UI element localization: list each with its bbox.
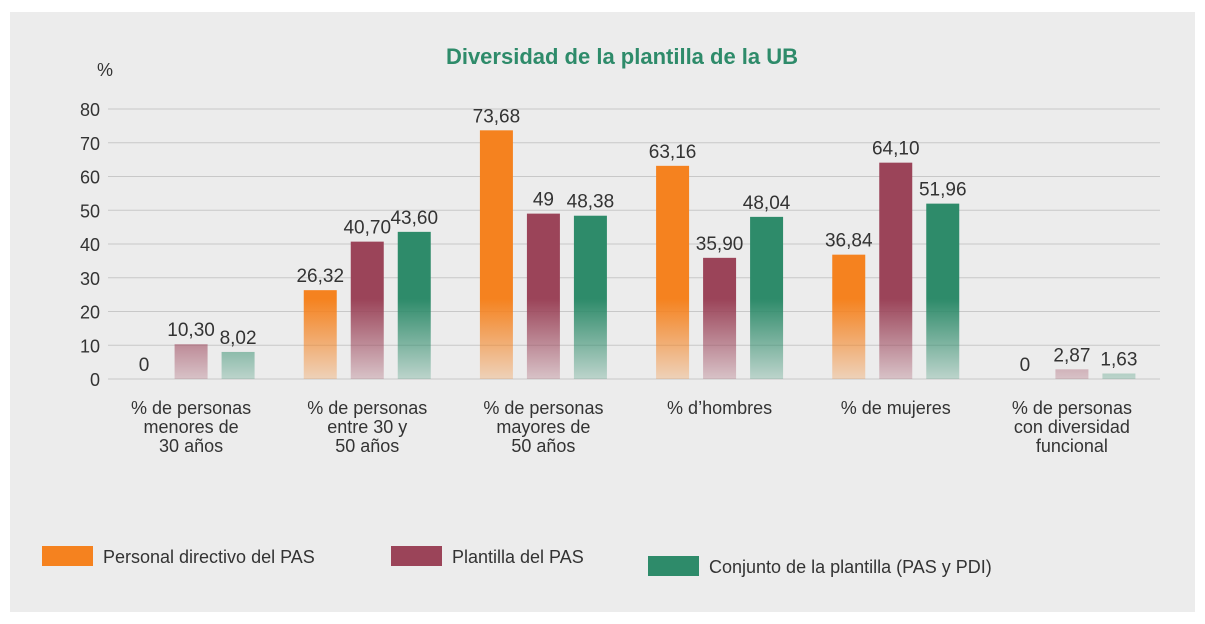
bar	[656, 165, 690, 379]
y-tick-label: 60	[80, 168, 100, 188]
value-label: 49	[533, 190, 554, 211]
bar	[397, 231, 431, 379]
bar	[1102, 373, 1136, 379]
value-label: 2,87	[1053, 345, 1090, 366]
bar	[1055, 369, 1089, 379]
value-label: 73,68	[473, 106, 521, 127]
legend-swatch	[648, 556, 699, 576]
bar	[832, 254, 866, 379]
value-label: 26,32	[296, 266, 344, 287]
y-tick-label: 80	[80, 100, 100, 120]
bar	[926, 203, 960, 379]
y-tick-label: 30	[80, 269, 100, 289]
value-label: 8,02	[220, 328, 257, 349]
legend-label: Personal directivo del PAS	[103, 547, 315, 567]
y-tick-label: 10	[80, 336, 100, 356]
y-tick-label: 70	[80, 134, 100, 154]
legend-swatch	[391, 546, 442, 566]
value-label: 51,96	[919, 180, 967, 201]
x-tick-label: % de personas entre 30 y 50 años	[307, 398, 427, 456]
y-tick-label: 50	[80, 201, 100, 221]
legend-label: Plantilla del PAS	[452, 547, 584, 567]
value-label: 1,63	[1100, 349, 1137, 370]
bar	[350, 241, 384, 379]
value-label: 63,16	[649, 142, 697, 163]
value-label: 0	[139, 355, 150, 376]
value-label: 35,90	[696, 234, 744, 255]
x-tick-label: % de mujeres	[841, 398, 951, 418]
value-label: 48,38	[567, 192, 615, 213]
y-tick-label: 20	[80, 303, 100, 323]
bar	[703, 257, 737, 379]
x-tick-label: % de personas mayores de 50 años	[483, 398, 603, 456]
bar	[879, 162, 913, 379]
value-label: 40,70	[343, 218, 391, 239]
x-tick-label: % de personas menores de 30 años	[131, 398, 251, 456]
value-label: 64,10	[872, 139, 920, 160]
legend-swatch	[42, 546, 93, 566]
bar	[221, 351, 255, 379]
bar	[526, 213, 560, 379]
legend-label: Conjunto de la plantilla (PAS y PDI)	[709, 557, 992, 577]
x-tick-label: % d’hombres	[667, 398, 772, 418]
value-label: 43,60	[390, 208, 438, 229]
y-axis-label: %	[97, 60, 113, 80]
chart-title: Diversidad de la plantilla de la UB	[446, 44, 798, 69]
bar	[303, 290, 337, 379]
value-label: 0	[1020, 355, 1031, 376]
value-label: 48,04	[743, 193, 791, 214]
bar	[573, 215, 607, 379]
bar	[479, 130, 513, 379]
bar	[174, 344, 208, 379]
y-tick-label: 40	[80, 235, 100, 255]
y-tick-label: 0	[90, 370, 100, 390]
value-label: 36,84	[825, 231, 873, 252]
bar	[750, 216, 784, 379]
x-tick-label: % de personas con diversidad funcional	[1012, 398, 1132, 456]
value-label: 10,30	[167, 320, 215, 341]
